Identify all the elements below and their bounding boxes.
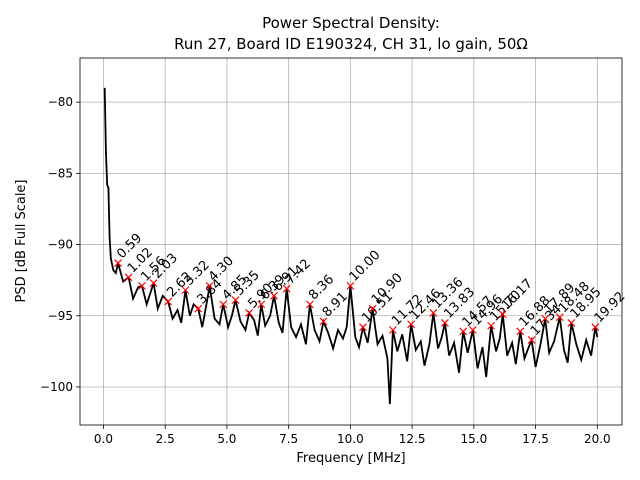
y-axis-label: PSD [dB Full Scale]: [14, 179, 29, 302]
peak-marker: [388, 326, 397, 334]
x-tick-label: 2.5: [156, 432, 175, 446]
peak-marker: [319, 317, 328, 326]
plot-frame: [79, 57, 623, 426]
peak-marker: [541, 314, 550, 323]
x-tick-label: 5.0: [217, 432, 236, 446]
peak-marker: [567, 318, 576, 327]
peak-marker: [429, 308, 438, 317]
peak-marker: [368, 304, 377, 313]
peak-marker: [346, 281, 355, 290]
x-tick-label: 15.0: [460, 432, 487, 446]
psd-line: [103, 87, 599, 405]
chart-subtitle: Run 27, Board ID E190324, CH 31, lo gain…: [174, 35, 528, 53]
peak-marker: [205, 281, 214, 290]
peak-marker: [468, 326, 477, 334]
y-tick-label: −80: [48, 95, 73, 109]
peak-marker: [114, 259, 122, 268]
x-tick-label: 20.0: [584, 432, 611, 446]
peak-marker: [219, 300, 228, 309]
x-tick-label: 17.5: [522, 432, 549, 446]
peak-marker: [441, 318, 449, 327]
peak-marker: [407, 320, 416, 329]
y-tick-label: −85: [48, 166, 73, 180]
peak-marker: [305, 300, 314, 309]
peak-marker: [257, 300, 266, 309]
peak-marker: [359, 323, 367, 332]
peak-marker: [194, 304, 203, 313]
peak-marker: [555, 313, 564, 322]
x-axis-label: Frequency [MHz]: [296, 451, 405, 466]
peak-marker: [498, 310, 507, 319]
y-tick-label: −100: [40, 380, 73, 394]
peak-marker: [181, 286, 190, 295]
peak-marker: [516, 327, 525, 336]
x-tick-label: 10.0: [337, 432, 364, 446]
y-tick-label: −95: [48, 309, 73, 323]
chart-title: Power Spectral Density:: [262, 14, 440, 32]
peak-marker: [124, 273, 133, 282]
peak-marker: [245, 308, 254, 317]
peak-marker: [487, 321, 496, 330]
peak-marker: [138, 281, 146, 290]
peak-marker: [459, 327, 468, 336]
peak-marker: [149, 279, 158, 287]
peak-marker: [164, 297, 173, 306]
peak-marker: [591, 323, 600, 332]
x-tick-label: 7.5: [279, 432, 298, 446]
peak-marker: [282, 284, 291, 293]
peak-marker: [270, 291, 279, 300]
x-tick-label: 12.5: [399, 432, 426, 446]
peak-marker: [527, 336, 536, 344]
y-tick-label: −90: [48, 238, 73, 252]
x-tick-label: 0.0: [94, 432, 113, 446]
peak-marker: [231, 296, 240, 305]
